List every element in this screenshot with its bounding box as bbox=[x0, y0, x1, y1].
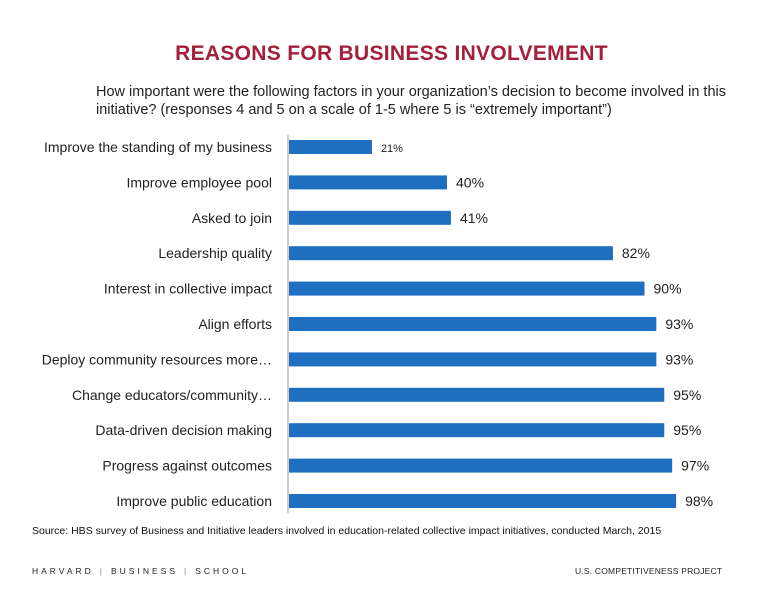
category-label: Deploy community resources more… bbox=[42, 351, 272, 367]
logo-word-harvard: HARVARD bbox=[32, 566, 94, 576]
category-label: Progress against outcomes bbox=[102, 458, 272, 474]
category-label: Improve employee pool bbox=[126, 174, 272, 190]
bar bbox=[289, 140, 372, 154]
value-label: 82% bbox=[622, 245, 650, 261]
bar bbox=[289, 458, 673, 473]
project-name: U.S. COMPETITIVENESS PROJECT bbox=[575, 566, 723, 576]
source-note: Source: HBS survey of Business and Initi… bbox=[32, 525, 662, 537]
value-label: 41% bbox=[460, 210, 488, 226]
value-label: 21% bbox=[381, 143, 403, 155]
bar bbox=[289, 317, 657, 331]
bar bbox=[289, 281, 645, 296]
category-label: Improve public education bbox=[116, 493, 272, 509]
value-label: 90% bbox=[654, 281, 682, 297]
value-label: 93% bbox=[665, 351, 693, 367]
chart-subtitle: How important were the following factors… bbox=[96, 84, 726, 118]
category-label: Data-driven decision making bbox=[95, 422, 272, 438]
value-label: 97% bbox=[681, 458, 709, 474]
category-label: Leadership quality bbox=[158, 245, 272, 261]
value-label: 95% bbox=[673, 422, 701, 438]
category-label: Asked to join bbox=[192, 210, 272, 226]
value-label: 95% bbox=[673, 387, 701, 403]
bar bbox=[289, 352, 657, 367]
bar bbox=[289, 246, 613, 261]
category-label: Interest in collective impact bbox=[104, 281, 272, 297]
bar bbox=[289, 175, 447, 190]
logo-word-business: BUSINESS bbox=[111, 566, 178, 576]
category-label: Align efforts bbox=[198, 316, 272, 332]
category-label: Change educators/community… bbox=[72, 387, 272, 403]
bar bbox=[289, 423, 665, 438]
bar bbox=[289, 387, 665, 402]
value-label: 98% bbox=[685, 493, 713, 509]
bar bbox=[289, 210, 451, 225]
bar bbox=[289, 494, 677, 508]
logo-separator: | bbox=[184, 566, 190, 576]
bar-chart: Improve the standing of my business 21% Im… bbox=[42, 135, 713, 513]
hbs-logo: HARVARD | BUSINESS | SCHOOL bbox=[32, 566, 249, 576]
logo-word-school: SCHOOL bbox=[195, 566, 250, 576]
chart-title: REASONS FOR BUSINESS INVOLVEMENT bbox=[175, 42, 608, 65]
value-label: 93% bbox=[665, 316, 693, 332]
logo-separator: | bbox=[99, 566, 105, 576]
category-label: Improve the standing of my business bbox=[44, 139, 272, 155]
value-label: 40% bbox=[456, 174, 484, 190]
